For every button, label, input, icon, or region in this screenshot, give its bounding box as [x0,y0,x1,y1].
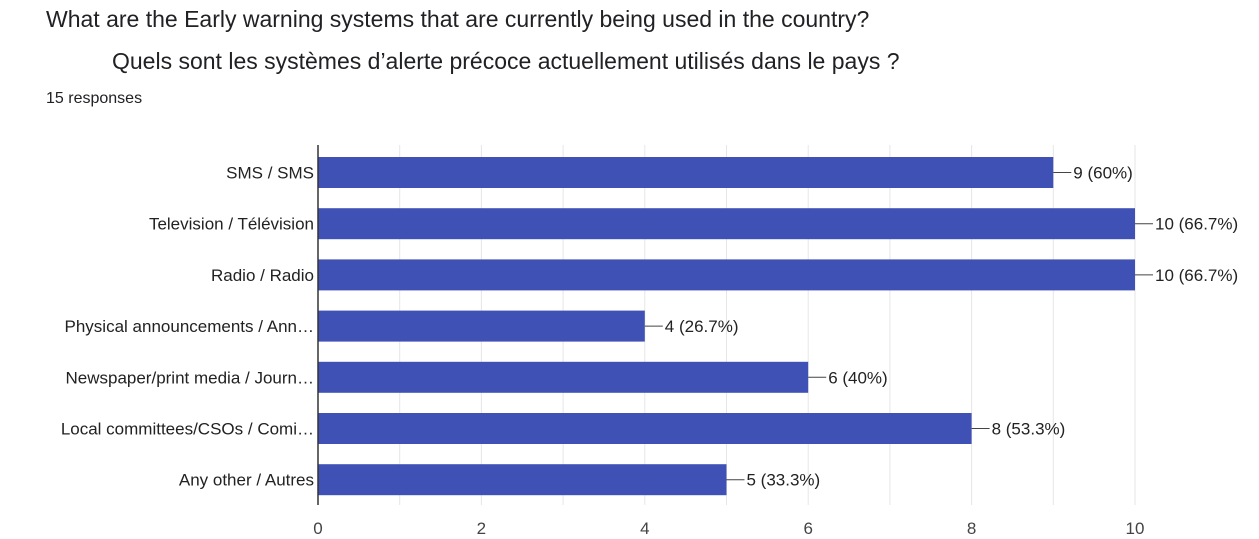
category-labels: SMS / SMS 9 (60%) Television / Télévision 1… [61,164,1238,490]
category-label: SMS / SMS [226,164,314,183]
data-label: 5 (33.3%) [747,471,821,490]
data-label: 6 (40%) [828,368,888,387]
x-tick-label: 10 [1126,519,1145,538]
x-tick-label: 6 [803,519,812,538]
data-label: 10 (66.7%) [1155,266,1238,285]
data-label: 4 (26.7%) [665,317,739,336]
category-label: Local committees/CSOs / Comi… [61,420,314,439]
x-tick-label: 4 [640,519,649,538]
bar [318,157,1054,188]
category-label: Physical announcements / Ann… [65,317,314,336]
bars [318,157,1153,496]
data-label: 9 (60%) [1073,164,1133,183]
bar [318,208,1135,240]
x-axis-ticks: 0 2 4 6 8 10 [313,519,1144,538]
response-count: 15 responses [46,90,143,107]
x-tick-label: 8 [967,519,976,538]
x-tick-label: 0 [313,519,322,538]
question-title-english: What are the Early warning systems that … [46,6,870,32]
bar [318,413,972,444]
category-label: Radio / Radio [211,266,314,285]
data-label: 10 (66.7%) [1155,215,1238,234]
bar [318,361,809,393]
category-label: Any other / Autres [179,471,314,490]
x-tick-label: 2 [477,519,486,538]
bar [318,259,1135,291]
category-label: Television / Télévision [149,215,314,234]
bar [318,310,645,342]
category-label: Newspaper/print media / Journ… [65,368,314,387]
data-label: 8 (53.3%) [992,420,1066,439]
bar [318,464,727,496]
question-title-french: Quels sont les systèmes d’alerte précoce… [112,48,900,74]
